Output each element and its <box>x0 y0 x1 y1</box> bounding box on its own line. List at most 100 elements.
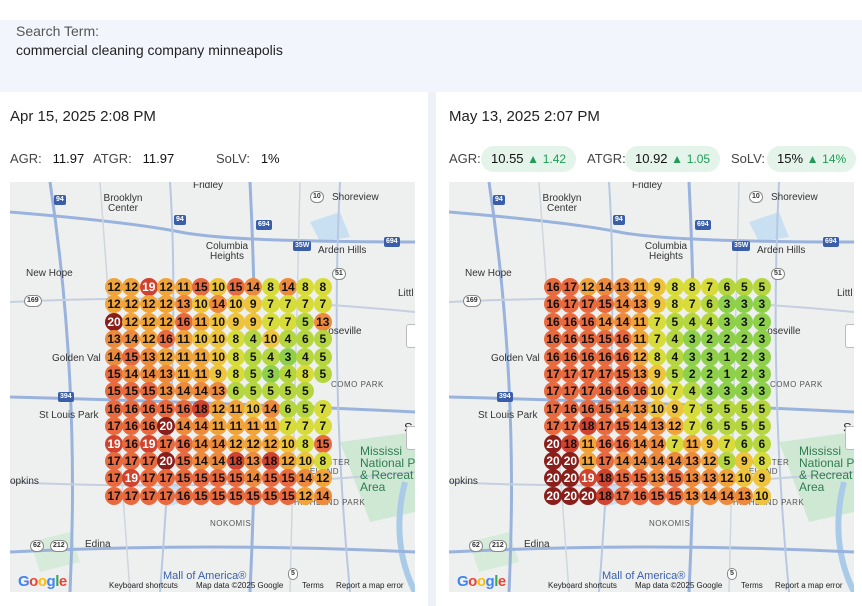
grid-rank-cell[interactable]: 7 <box>313 399 332 418</box>
grid-rank-cell[interactable]: 17 <box>544 417 562 436</box>
grid-rank-cell[interactable]: 13 <box>313 312 332 331</box>
grid-rank-cell[interactable]: 16 <box>105 399 123 418</box>
grid-rank-cell[interactable]: 9 <box>648 365 667 383</box>
grid-rank-cell[interactable]: 17 <box>561 382 580 401</box>
grid-rank-cell[interactable]: 12 <box>105 278 123 296</box>
grid-rank-cell[interactable]: 5 <box>735 278 754 296</box>
grid-rank-cell[interactable]: 14 <box>174 382 193 401</box>
grid-rank-cell[interactable]: 11 <box>261 417 280 436</box>
grid-rank-cell[interactable]: 14 <box>192 434 210 453</box>
grid-rank-cell[interactable]: 7 <box>261 295 280 314</box>
grid-rank-cell[interactable]: 16 <box>561 312 580 331</box>
grid-rank-cell[interactable]: 10 <box>209 330 228 349</box>
grid-rank-cell[interactable]: 16 <box>596 347 615 366</box>
grid-rank-cell[interactable]: 7 <box>296 295 315 314</box>
grid-rank-cell[interactable]: 17 <box>596 452 615 470</box>
report-map-error-link[interactable]: Report a map error <box>775 581 843 590</box>
grid-rank-cell[interactable]: 12 <box>261 434 280 453</box>
grid-rank-cell[interactable]: 10 <box>752 486 771 505</box>
grid-rank-cell[interactable]: 12 <box>226 434 245 453</box>
report-map-error-link[interactable]: Report a map error <box>336 581 404 590</box>
grid-rank-cell[interactable]: 4 <box>683 312 702 331</box>
grid-rank-cell[interactable]: 2 <box>718 330 736 349</box>
grid-rank-cell[interactable]: 14 <box>192 382 210 401</box>
grid-rank-cell[interactable]: 16 <box>544 312 562 331</box>
grid-rank-cell[interactable]: 9 <box>244 312 263 331</box>
grid-rank-cell[interactable]: 4 <box>665 347 684 366</box>
grid-rank-cell[interactable]: 14 <box>631 434 649 453</box>
map-control-button[interactable] <box>845 426 854 450</box>
grid-rank-cell[interactable]: 16 <box>561 399 580 418</box>
grid-rank-cell[interactable]: 15 <box>596 399 615 418</box>
grid-rank-cell[interactable]: 12 <box>157 347 176 366</box>
grid-rank-cell[interactable]: 4 <box>296 347 315 366</box>
grid-rank-cell[interactable]: 10 <box>244 399 263 418</box>
grid-rank-cell[interactable]: 15 <box>613 417 632 436</box>
grid-rank-cell[interactable]: 13 <box>157 382 176 401</box>
grid-rank-cell[interactable]: 6 <box>226 382 245 401</box>
map-control-button[interactable] <box>406 426 415 450</box>
grid-rank-cell[interactable]: 12 <box>122 312 141 331</box>
grid-rank-cell[interactable]: 12 <box>718 469 736 488</box>
grid-rank-cell[interactable]: 14 <box>631 452 649 470</box>
grid-rank-cell[interactable]: 4 <box>244 330 263 349</box>
grid-rank-cell[interactable]: 16 <box>174 486 193 505</box>
grid-rank-cell[interactable]: 13 <box>631 365 649 383</box>
grid-rank-cell[interactable]: 12 <box>105 295 123 314</box>
grid-rank-cell[interactable]: 3 <box>752 347 771 366</box>
grid-rank-cell[interactable]: 5 <box>313 347 332 366</box>
grid-rank-cell[interactable]: 7 <box>313 295 332 314</box>
grid-rank-cell[interactable]: 15 <box>261 469 280 488</box>
grid-rank-cell[interactable]: 16 <box>122 434 141 453</box>
grid-rank-cell[interactable]: 5 <box>313 330 332 349</box>
grid-rank-cell[interactable]: 3 <box>279 347 297 366</box>
grid-rank-cell[interactable]: 3 <box>683 330 702 349</box>
grid-rank-cell[interactable]: 15 <box>279 486 297 505</box>
grid-rank-cell[interactable]: 15 <box>261 486 280 505</box>
grid-rank-cell[interactable]: 11 <box>174 330 193 349</box>
grid-rank-cell[interactable]: 20 <box>544 434 562 453</box>
grid-rank-cell[interactable]: 9 <box>226 312 245 331</box>
grid-rank-cell[interactable]: 5 <box>279 382 297 401</box>
grid-rank-cell[interactable]: 13 <box>209 382 228 401</box>
grid-rank-cell[interactable]: 10 <box>735 469 754 488</box>
grid-rank-cell[interactable]: 16 <box>157 330 176 349</box>
grid-rank-cell[interactable]: 16 <box>596 382 615 401</box>
grid-rank-cell[interactable]: 6 <box>700 417 719 436</box>
grid-rank-cell[interactable]: 14 <box>613 295 632 314</box>
grid-rank-cell[interactable]: 13 <box>683 486 702 505</box>
grid-rank-cell[interactable]: 5 <box>296 399 315 418</box>
grid-rank-cell[interactable]: 16 <box>174 399 193 418</box>
grid-rank-cell[interactable]: 14 <box>122 330 141 349</box>
grid-rank-cell[interactable]: 10 <box>648 382 667 401</box>
grid-rank-cell[interactable]: 7 <box>665 434 684 453</box>
grid-rank-cell[interactable]: 11 <box>631 330 649 349</box>
grid-rank-cell[interactable]: 8 <box>313 278 332 296</box>
terms-link[interactable]: Terms <box>741 581 763 590</box>
grid-rank-cell[interactable]: 16 <box>544 278 562 296</box>
grid-rank-cell[interactable]: 11 <box>209 417 228 436</box>
grid-rank-cell[interactable]: 18 <box>578 417 597 436</box>
grid-rank-cell[interactable]: 15 <box>192 486 210 505</box>
grid-rank-cell[interactable]: 6 <box>296 330 315 349</box>
map-control-button[interactable] <box>406 324 415 348</box>
grid-rank-cell[interactable]: 15 <box>105 365 123 383</box>
grid-rank-cell[interactable]: 17 <box>157 469 176 488</box>
grid-rank-cell[interactable]: 3 <box>700 347 719 366</box>
grid-rank-cell[interactable]: 5 <box>665 312 684 331</box>
grid-rank-cell[interactable]: 3 <box>718 295 736 314</box>
grid-rank-cell[interactable]: 16 <box>139 417 158 436</box>
grid-rank-cell[interactable]: 5 <box>752 417 771 436</box>
grid-rank-cell[interactable]: 5 <box>244 347 263 366</box>
grid-rank-cell[interactable]: 12 <box>578 278 597 296</box>
grid-rank-cell[interactable]: 15 <box>192 469 210 488</box>
grid-rank-cell[interactable]: 3 <box>752 365 771 383</box>
grid-rank-cell[interactable]: 5 <box>718 452 736 470</box>
grid-rank-cell[interactable]: 7 <box>648 312 667 331</box>
grid-rank-cell[interactable]: 20 <box>561 469 580 488</box>
grid-rank-cell[interactable]: 17 <box>157 486 176 505</box>
grid-rank-cell[interactable]: 17 <box>157 434 176 453</box>
grid-rank-cell[interactable]: 15 <box>631 469 649 488</box>
grid-rank-cell[interactable]: 17 <box>105 417 123 436</box>
grid-rank-cell[interactable]: 13 <box>683 452 702 470</box>
